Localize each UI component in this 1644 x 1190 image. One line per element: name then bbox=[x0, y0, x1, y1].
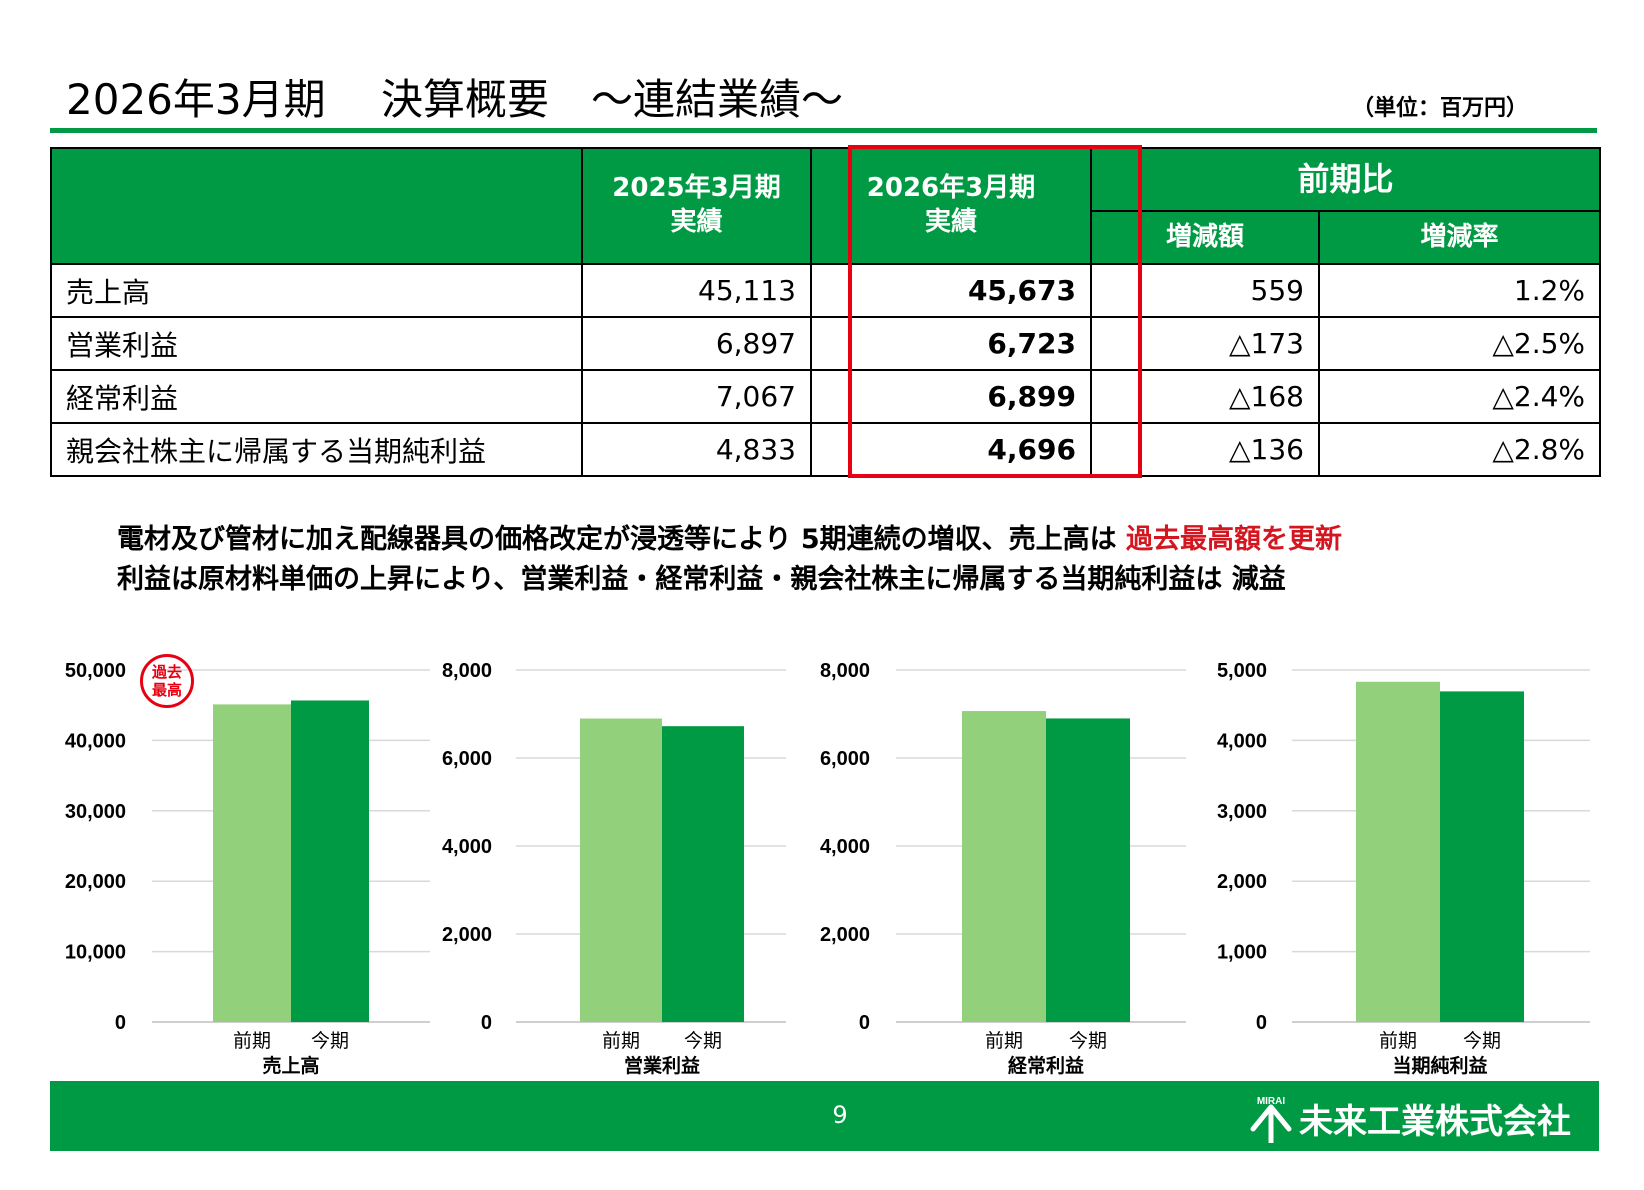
category-label: 今期 bbox=[311, 1030, 349, 1052]
summary-text: 電材及び管材に加え配線器具の価格改定が浸透等により 5期連続の増収、売上高は 過… bbox=[117, 520, 1342, 600]
stamp-line2: 最高 bbox=[151, 681, 182, 699]
chart-title: 当期純利益 bbox=[1392, 1054, 1487, 1077]
footer-bar: 9 MIRAI 未来工業株式会社 bbox=[50, 1081, 1599, 1151]
cell-prev: 4,833 bbox=[581, 422, 812, 477]
category-label: 今期 bbox=[1069, 1030, 1107, 1052]
cell-rate: △2.8% bbox=[1317, 422, 1602, 477]
bar-curr bbox=[291, 700, 369, 1022]
company-name: 未来工業株式会社 bbox=[1299, 1101, 1571, 1142]
record-high-stamp: 過去 最高 bbox=[140, 654, 194, 708]
unit-label: （単位：百万円） bbox=[1351, 96, 1528, 121]
mirai-tree-icon: MIRAI bbox=[1250, 1096, 1292, 1143]
page-number: 9 bbox=[832, 1101, 848, 1129]
bar-prev bbox=[580, 718, 662, 1022]
header-curr-period: 2026年3月期 実績 bbox=[810, 147, 1092, 265]
table-row: 経常利益 7,067 6,899 △168 △2.4% bbox=[50, 369, 1602, 424]
y-tick-label: 40,000 bbox=[65, 730, 126, 752]
cell-prev: 45,113 bbox=[581, 263, 812, 318]
table-row: 売上高 45,113 45,673 559 1.2% bbox=[50, 263, 1602, 318]
y-tick-label: 6,000 bbox=[820, 748, 870, 770]
row-label: 親会社株主に帰属する当期純利益 bbox=[50, 422, 583, 477]
y-tick-label: 0 bbox=[481, 1012, 492, 1034]
category-label: 前期 bbox=[602, 1030, 640, 1052]
cell-change: △136 bbox=[1090, 422, 1320, 477]
chart-title: 経常利益 bbox=[1008, 1054, 1084, 1077]
header-compare: 前期比 bbox=[1089, 147, 1602, 212]
bar-prev bbox=[1356, 681, 1440, 1022]
cell-change: 559 bbox=[1090, 263, 1320, 318]
y-tick-label: 30,000 bbox=[65, 801, 126, 823]
header-prev-period: 2025年3月期 実績 bbox=[581, 147, 812, 265]
cell-change: △173 bbox=[1090, 316, 1320, 371]
bar-curr bbox=[1046, 718, 1130, 1022]
y-tick-label: 6,000 bbox=[442, 748, 492, 770]
row-label: 経常利益 bbox=[50, 369, 583, 424]
table-row: 親会社株主に帰属する当期純利益 4,833 4,696 △136 △2.8% bbox=[50, 422, 1602, 477]
y-tick-label: 4,000 bbox=[442, 836, 492, 858]
cell-rate: 1.2% bbox=[1317, 263, 1602, 318]
y-tick-label: 1,000 bbox=[1217, 942, 1267, 964]
cell-prev: 7,067 bbox=[581, 369, 812, 424]
summary-line1: 電材及び管材に加え配線器具の価格改定が浸透等により 5期連続の増収、売上高は bbox=[117, 524, 1127, 555]
header-prev-line2: 実績 bbox=[670, 207, 723, 237]
stamp-line1: 過去 bbox=[151, 663, 182, 681]
summary-highlight: 過去最高額を更新 bbox=[1126, 524, 1343, 555]
category-label: 前期 bbox=[233, 1030, 271, 1052]
y-tick-label: 8,000 bbox=[442, 660, 492, 682]
y-tick-label: 2,000 bbox=[1217, 871, 1267, 893]
table-row: 営業利益 6,897 6,723 △173 △2.5% bbox=[50, 316, 1602, 371]
header-curr-line1: 2026年3月期 bbox=[866, 173, 1036, 204]
y-tick-label: 0 bbox=[1256, 1012, 1267, 1034]
header-curr-line2: 実績 bbox=[924, 207, 977, 237]
header-rate: 増減率 bbox=[1317, 210, 1602, 265]
title-underline bbox=[50, 128, 1597, 133]
header-change: 増減額 bbox=[1090, 210, 1320, 265]
category-label: 今期 bbox=[1463, 1030, 1501, 1052]
y-tick-label: 2,000 bbox=[442, 924, 492, 946]
y-tick-label: 50,000 bbox=[65, 660, 126, 682]
bar-prev bbox=[962, 711, 1046, 1022]
row-label: 売上高 bbox=[50, 263, 583, 318]
y-tick-label: 2,000 bbox=[820, 924, 870, 946]
results-table: 2025年3月期 実績 2026年3月期 実績 前期比 増減額 増減率 売上高 … bbox=[50, 147, 1602, 477]
cell-curr: 6,899 bbox=[810, 369, 1092, 424]
cell-prev: 6,897 bbox=[581, 316, 812, 371]
y-tick-label: 4,000 bbox=[820, 836, 870, 858]
category-label: 前期 bbox=[1379, 1030, 1417, 1052]
header-blank bbox=[50, 147, 583, 265]
cell-curr: 4,696 bbox=[810, 422, 1092, 477]
header-prev-line1: 2025年3月期 bbox=[612, 173, 781, 204]
page-title: 2026年3月期 決算概要 ～連結業績～ bbox=[66, 75, 843, 124]
y-tick-label: 8,000 bbox=[820, 660, 870, 682]
y-tick-label: 0 bbox=[859, 1012, 870, 1034]
y-tick-label: 10,000 bbox=[65, 942, 126, 964]
y-tick-label: 4,000 bbox=[1217, 730, 1267, 752]
bar-curr bbox=[662, 726, 744, 1022]
category-label: 今期 bbox=[684, 1030, 722, 1052]
cell-rate: △2.5% bbox=[1317, 316, 1602, 371]
y-tick-label: 0 bbox=[115, 1012, 126, 1034]
y-tick-label: 3,000 bbox=[1217, 801, 1267, 823]
bar-curr bbox=[1440, 691, 1524, 1022]
logo-text: MIRAI bbox=[1257, 1096, 1286, 1107]
y-tick-label: 5,000 bbox=[1217, 660, 1267, 682]
cell-rate: △2.4% bbox=[1317, 369, 1602, 424]
row-label: 営業利益 bbox=[50, 316, 583, 371]
cell-change: △168 bbox=[1090, 369, 1320, 424]
cell-curr: 6,723 bbox=[810, 316, 1092, 371]
company-logo: MIRAI 未来工業株式会社 bbox=[1249, 1093, 1571, 1143]
y-tick-label: 20,000 bbox=[65, 871, 126, 893]
chart-title: 営業利益 bbox=[624, 1054, 700, 1077]
cell-curr: 45,673 bbox=[810, 263, 1092, 318]
bar-prev bbox=[213, 704, 291, 1022]
chart-title: 売上高 bbox=[262, 1054, 319, 1077]
summary-line2: 利益は原材料単価の上昇により、営業利益・経常利益・親会社株主に帰属する当期純利益… bbox=[117, 564, 1286, 595]
category-label: 前期 bbox=[985, 1030, 1023, 1052]
